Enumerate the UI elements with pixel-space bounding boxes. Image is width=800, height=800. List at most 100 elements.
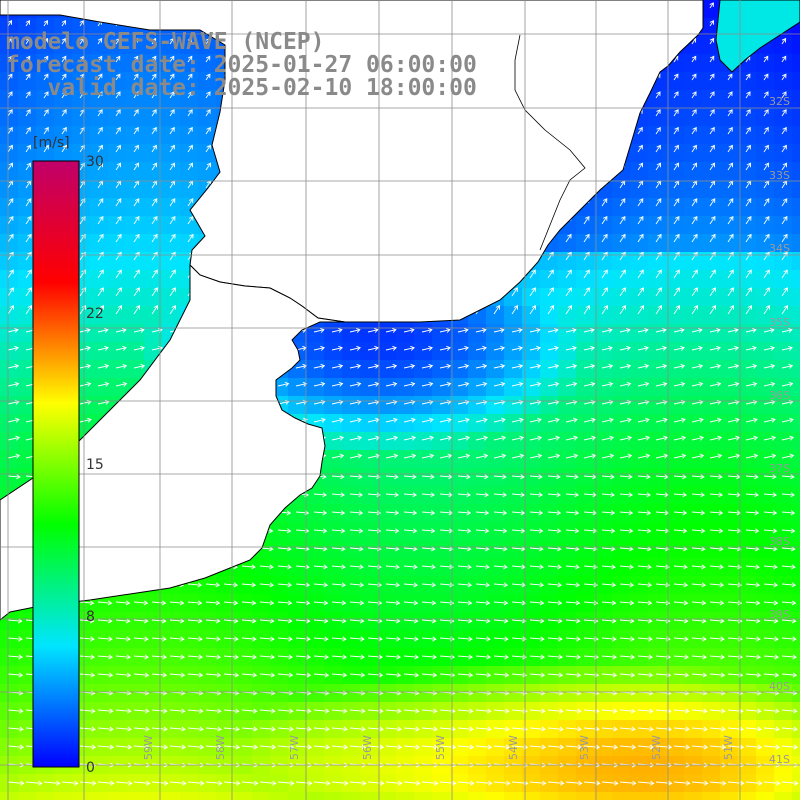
speed-cell: [720, 414, 739, 433]
speed-cell: [162, 630, 181, 649]
speed-cell: [288, 666, 307, 685]
speed-cell: [756, 288, 775, 307]
speed-cell: [432, 414, 451, 433]
wind-arrow: [673, 162, 679, 171]
speed-cell: [468, 450, 487, 469]
speed-cell: [756, 684, 775, 703]
speed-cell: [360, 324, 379, 343]
speed-cell: [360, 576, 379, 595]
speed-cell: [468, 504, 487, 523]
speed-cell: [684, 666, 703, 685]
speed-cell: [504, 612, 523, 631]
speed-cell: [738, 90, 757, 109]
speed-cell: [108, 342, 127, 361]
speed-cell: [684, 540, 703, 559]
wind-arrow: [691, 55, 697, 63]
speed-cell: [612, 414, 631, 433]
speed-cell: [450, 360, 469, 379]
wind-arrow: [115, 327, 127, 333]
wind-arrow: [637, 215, 644, 225]
wind-arrow: [709, 269, 716, 279]
speed-cell: [702, 90, 721, 109]
wind-arrow: [97, 37, 103, 45]
speed-cell: [648, 594, 667, 613]
speed-cell: [648, 720, 667, 739]
speed-cell: [720, 450, 739, 469]
speed-cell: [504, 324, 523, 343]
speed-cell: [18, 792, 37, 800]
speed-cell: [630, 774, 649, 793]
speed-cell: [36, 90, 55, 109]
speed-cell: [630, 270, 649, 289]
speed-cell: [468, 468, 487, 487]
wind-arrow: [709, 162, 715, 171]
speed-cell: [756, 576, 775, 595]
wind-arrow: [115, 269, 122, 279]
wind-arrow: [745, 109, 751, 117]
wind-arrow: [763, 233, 770, 243]
speed-cell: [702, 774, 721, 793]
speed-cell: [540, 612, 559, 631]
speed-cell: [126, 288, 145, 307]
wind-arrow: [61, 20, 66, 27]
wind-arrow: [745, 345, 757, 351]
speed-cell: [774, 378, 793, 397]
wind-arrow: [781, 345, 793, 351]
speed-cell: [576, 468, 595, 487]
speed-cell: [630, 378, 649, 397]
speed-cell: [198, 108, 217, 127]
speed-cell: [774, 288, 793, 307]
speed-cell: [144, 162, 163, 181]
wind-arrow: [25, 198, 32, 207]
speed-cell: [126, 162, 145, 181]
speed-cell: [450, 396, 469, 415]
speed-cell: [432, 666, 451, 685]
speed-cell: [702, 252, 721, 271]
speed-cell: [702, 432, 721, 451]
speed-cell: [396, 666, 415, 685]
speed-cell: [324, 360, 343, 379]
speed-cell: [666, 666, 685, 685]
speed-cell: [792, 540, 800, 559]
wind-arrow: [583, 327, 595, 333]
wind-arrow: [691, 287, 698, 297]
wind-arrow: [619, 269, 626, 279]
speed-cell: [756, 720, 775, 739]
wind-arrow: [385, 363, 398, 369]
speed-cell: [270, 702, 289, 721]
speed-cell: [738, 72, 757, 91]
speed-cell: [342, 342, 361, 361]
speed-cell: [108, 252, 127, 271]
speed-cell: [630, 684, 649, 703]
speed-cell: [576, 792, 595, 800]
speed-cell: [576, 558, 595, 577]
speed-cell: [684, 306, 703, 325]
speed-cell: [432, 702, 451, 721]
speed-cell: [774, 180, 793, 199]
speed-cell: [504, 558, 523, 577]
speed-cell: [468, 792, 487, 800]
speed-cell: [450, 414, 469, 433]
wind-arrow: [637, 305, 644, 315]
speed-cell: [576, 576, 595, 595]
speed-cell: [540, 252, 559, 271]
wind-arrow: [709, 109, 715, 117]
speed-cell: [612, 288, 631, 307]
speed-cell: [648, 450, 667, 469]
speed-cell: [108, 144, 127, 163]
speed-cell: [756, 774, 775, 793]
speed-cell: [90, 612, 109, 631]
speed-cell: [504, 774, 523, 793]
speed-cell: [126, 612, 145, 631]
speed-cell: [666, 198, 685, 217]
speed-cell: [126, 144, 145, 163]
speed-cell: [684, 198, 703, 217]
speed-cell: [774, 36, 793, 55]
wind-arrow: [133, 305, 140, 315]
speed-cell: [504, 630, 523, 649]
speed-cell: [486, 342, 505, 361]
speed-cell: [144, 36, 163, 55]
speed-cell: [756, 72, 775, 91]
speed-cell: [306, 792, 325, 800]
speed-cell: [738, 414, 757, 433]
